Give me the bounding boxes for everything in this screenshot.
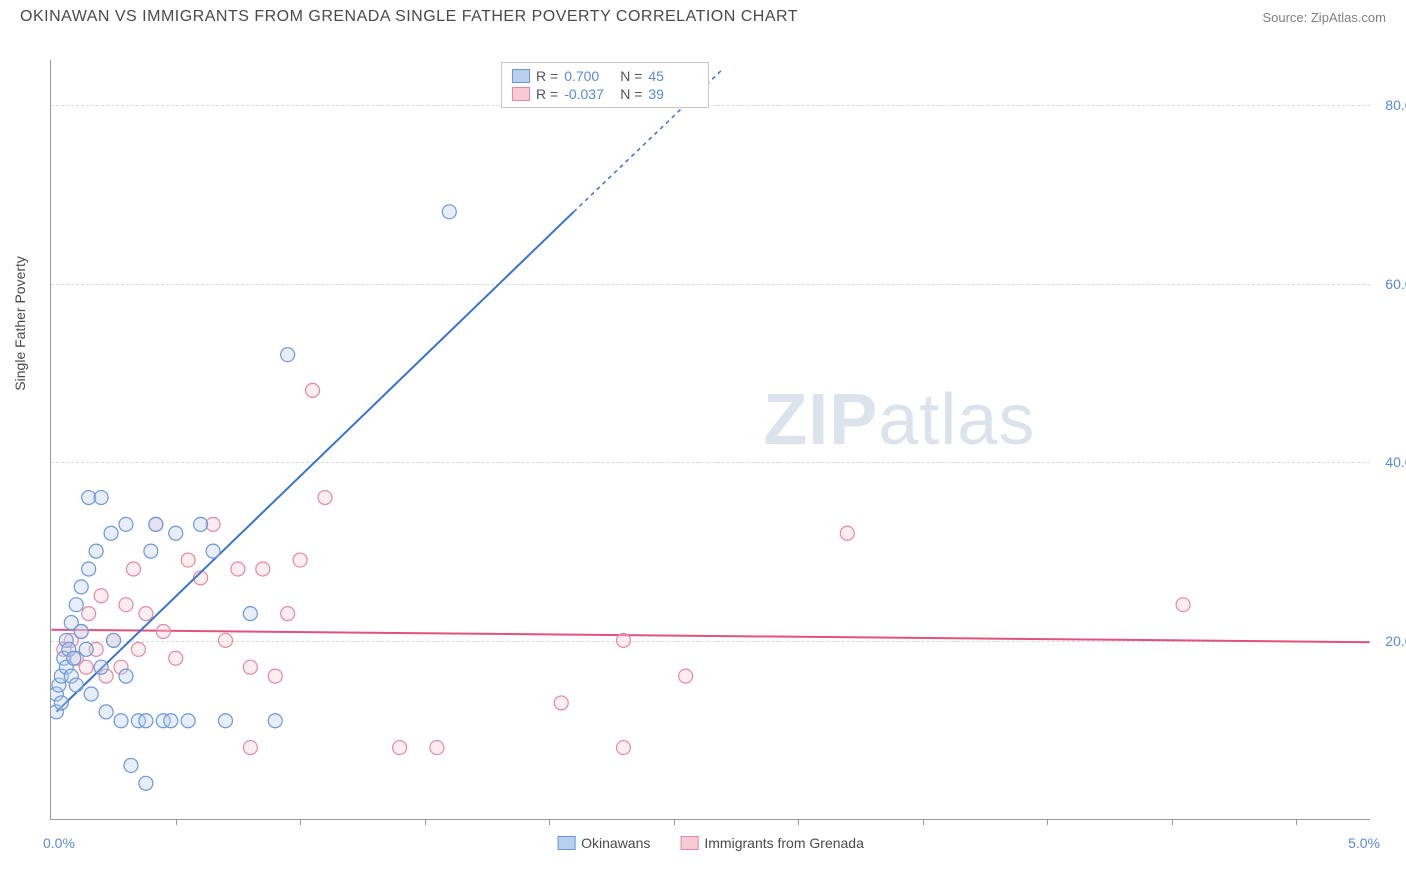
okinawans-r-value: 0.700 [564,68,614,84]
scatter-plot-svg [51,60,1370,819]
y-axis-title: Single Father Poverty [12,256,28,391]
plot-area: ZIPatlas 20.0%40.0%60.0%80.0% R = 0.700 … [50,60,1370,820]
chart-container: Single Father Poverty ZIPatlas 20.0%40.0… [50,40,1390,860]
legend-label-okinawans: Okinawans [581,835,650,851]
source-prefix: Source: [1262,10,1310,25]
legend-item-grenada: Immigrants from Grenada [680,835,864,851]
legend-item-okinawans: Okinawans [557,835,650,851]
legend-row-okinawans: R = 0.700 N = 45 [512,67,698,85]
okinawans-n-value: 45 [648,68,698,84]
chart-source: Source: ZipAtlas.com [1262,10,1386,25]
n-label-2: N = [620,86,642,102]
r-label-2: R = [536,86,558,102]
grenada-n-value: 39 [648,86,698,102]
n-label: N = [620,68,642,84]
legend-row-grenada: R = -0.037 N = 39 [512,85,698,103]
legend-label-grenada: Immigrants from Grenada [704,835,864,851]
legend-swatch-okinawans-bottom [557,836,575,850]
legend-swatch-grenada [512,87,530,101]
chart-title: OKINAWAN VS IMMIGRANTS FROM GRENADA SING… [20,8,798,26]
legend-swatch-grenada-bottom [680,836,698,850]
x-axis-label-max: 5.0% [1348,835,1380,851]
correlation-legend: R = 0.700 N = 45 R = -0.037 N = 39 [501,62,709,108]
x-axis-label-min: 0.0% [43,835,75,851]
source-name: ZipAtlas.com [1311,10,1386,25]
series-legend: Okinawans Immigrants from Grenada [557,835,864,851]
grenada-r-value: -0.037 [564,86,614,102]
legend-swatch-okinawans [512,69,530,83]
r-label: R = [536,68,558,84]
